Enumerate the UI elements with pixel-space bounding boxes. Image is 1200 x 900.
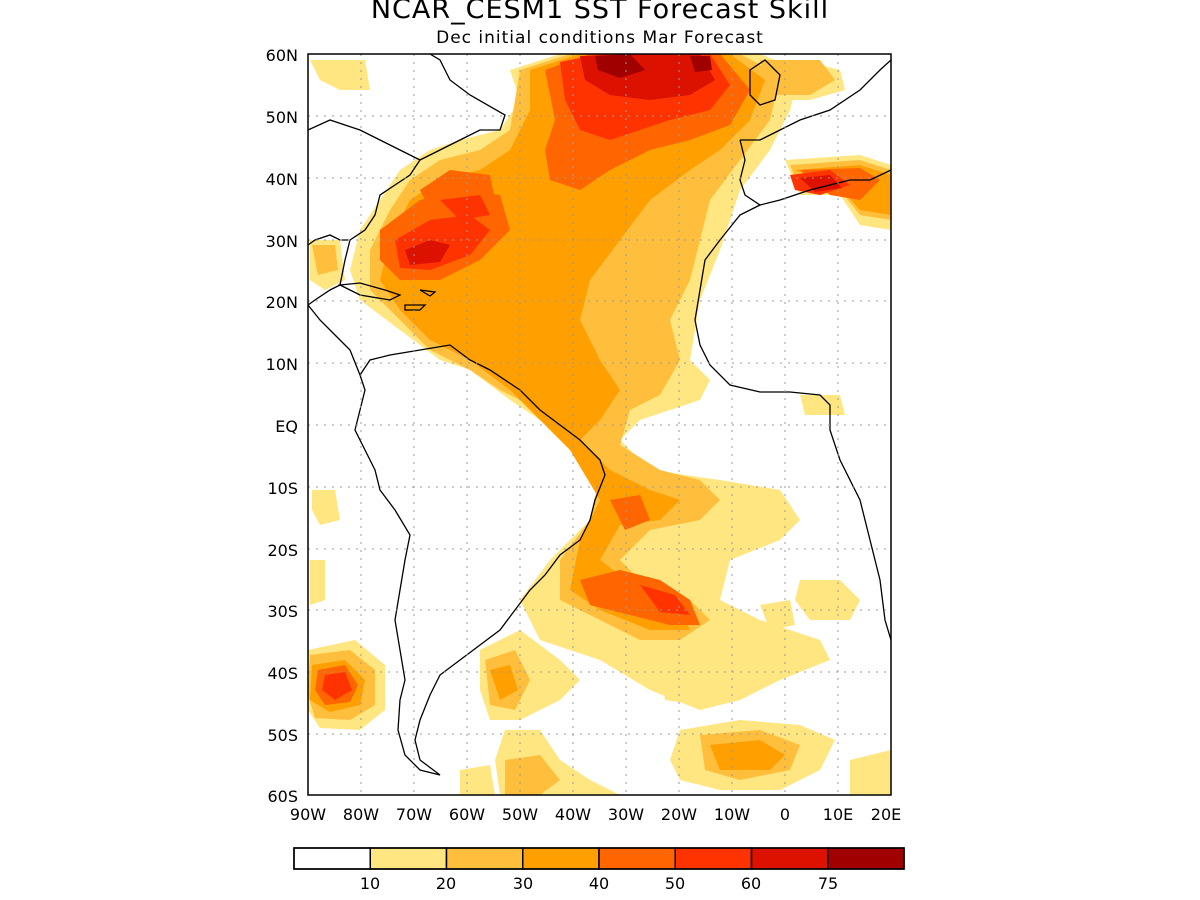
colorbar-label: 20 [436,874,456,893]
colorbar-label: 60 [741,874,761,893]
lat-label: 30S [267,602,298,621]
skill-shading [308,54,891,795]
colorbar-swatch [369,847,448,870]
colorbar-label: 40 [589,874,609,893]
lat-label: 60S [267,787,298,806]
lat-label: 10S [267,479,298,498]
colorbar-swatch [598,847,676,870]
lon-axis: 90W 80W 70W 60W 50W 40W 30W 20W 10W 0 10… [290,805,901,824]
map-subtitle: Dec initial conditions Mar Forecast [436,28,764,48]
lat-label: 30N [266,232,298,251]
lon-label: 10E [823,805,853,824]
lat-label: 10N [266,355,298,374]
lon-label: 20E [871,805,901,824]
colorbar: 10 20 30 40 50 60 75 [293,847,905,893]
lon-label: 0 [780,805,790,824]
lon-label: 50W [502,805,538,824]
coast-europe [739,59,891,206]
lat-label: 60N [266,46,298,65]
map-title: NCAR_CESM1 SST Forecast Skill [370,0,830,25]
colorbar-label: 75 [818,874,838,893]
colorbar-swatch [445,847,524,870]
lon-label: 70W [396,805,432,824]
lon-label: 80W [343,805,379,824]
lon-label: 30W [608,805,644,824]
colorbar-swatch [827,847,905,870]
lat-label: EQ [275,417,298,436]
lon-label: 90W [290,805,326,824]
colorbar-swatch [674,847,753,870]
coastlines [308,54,891,776]
colorbar-swatch [293,847,371,870]
map-gridlines [308,54,891,795]
colorbar-swatch [750,847,829,870]
colorbar-label: 10 [360,874,380,893]
lat-label: 50N [266,108,298,127]
colorbar-swatch [522,847,600,870]
coast-caribbean [337,282,437,311]
lon-label: 60W [449,805,485,824]
lon-label: 20W [661,805,697,824]
lat-label: 40N [266,170,298,189]
lon-label: 40W [555,805,591,824]
map-frame [307,53,892,796]
colorbar-label: 30 [513,874,533,893]
coast-africa [694,204,891,641]
lat-label: 20S [267,541,298,560]
lat-label: 40S [267,664,298,683]
coast-south-america [308,304,606,776]
lat-label: 20N [266,293,298,312]
lat-label: 50S [267,726,298,745]
coast-north-america [308,54,506,306]
shading-level-75 [595,54,712,78]
lon-label: 10W [714,805,750,824]
colorbar-label: 50 [665,874,685,893]
lat-axis: 60N 50N 40N 30N 20N 10N EQ 10S 20S 30S 4… [266,46,298,806]
colorbar-box [293,847,905,870]
